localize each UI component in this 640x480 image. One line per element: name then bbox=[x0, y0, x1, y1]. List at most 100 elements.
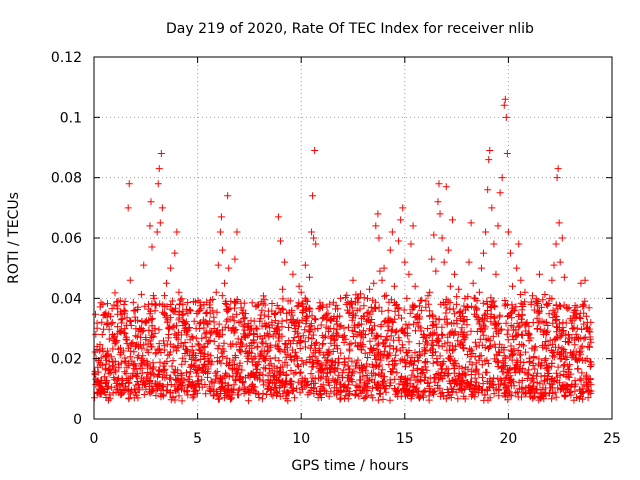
data-point bbox=[281, 258, 289, 266]
data-point bbox=[552, 240, 560, 248]
data-point bbox=[370, 279, 378, 287]
data-point bbox=[486, 147, 494, 155]
data-point bbox=[577, 279, 585, 287]
chart-title: Day 219 of 2020, Rate Of TEC Index for r… bbox=[166, 21, 534, 37]
data-point bbox=[501, 95, 509, 103]
data-point bbox=[485, 156, 493, 164]
data-point bbox=[555, 219, 563, 227]
data-point bbox=[477, 264, 485, 272]
background-noise-marks bbox=[91, 289, 595, 405]
data-point bbox=[217, 213, 225, 221]
data-point bbox=[426, 288, 434, 296]
data-point bbox=[504, 228, 512, 236]
data-point bbox=[438, 234, 446, 242]
data-point bbox=[233, 228, 241, 236]
x-axis-label: GPS time / hours bbox=[291, 458, 408, 474]
data-point bbox=[214, 261, 222, 269]
data-point bbox=[212, 288, 220, 296]
y-tick-label: 0.12 bbox=[51, 50, 82, 66]
data-point bbox=[440, 258, 448, 266]
data-point bbox=[297, 288, 305, 296]
data-point bbox=[163, 279, 171, 287]
data-point bbox=[556, 258, 564, 266]
data-point bbox=[126, 276, 134, 284]
data-point bbox=[436, 210, 444, 218]
data-point bbox=[465, 258, 473, 266]
data-point bbox=[444, 246, 452, 254]
data-point bbox=[455, 285, 463, 293]
data-point bbox=[521, 288, 529, 296]
data-point bbox=[305, 273, 313, 281]
data-point bbox=[553, 174, 561, 182]
data-point bbox=[469, 279, 477, 287]
data-point bbox=[488, 204, 496, 212]
data-point bbox=[498, 174, 506, 182]
data-point bbox=[309, 192, 317, 200]
data-point bbox=[376, 267, 384, 275]
data-point bbox=[451, 270, 459, 278]
data-point bbox=[375, 234, 383, 242]
data-point bbox=[349, 276, 357, 284]
data-point bbox=[542, 355, 550, 363]
data-point bbox=[366, 285, 374, 293]
data-point bbox=[407, 240, 415, 248]
data-point bbox=[411, 282, 419, 290]
x-tick-label: 20 bbox=[499, 431, 517, 447]
x-tick-label: 0 bbox=[90, 431, 99, 447]
data-point bbox=[146, 222, 154, 230]
data-point bbox=[515, 240, 523, 248]
data-point bbox=[221, 279, 229, 287]
data-point bbox=[417, 306, 425, 314]
data-point bbox=[125, 180, 133, 188]
y-axis-label: ROTI / TECUs bbox=[6, 192, 22, 284]
data-point bbox=[435, 180, 443, 188]
data-point bbox=[148, 243, 156, 251]
data-point bbox=[490, 240, 498, 248]
y-tick-label: 0.08 bbox=[51, 171, 82, 187]
data-point bbox=[134, 370, 142, 378]
data-point bbox=[147, 198, 155, 206]
data-point bbox=[513, 264, 521, 272]
data-point bbox=[558, 234, 566, 242]
data-point bbox=[374, 210, 382, 218]
data-point bbox=[517, 276, 525, 284]
data-point bbox=[492, 270, 500, 278]
data-point bbox=[100, 373, 108, 381]
data-point bbox=[409, 222, 417, 230]
data-point bbox=[535, 270, 543, 278]
data-point bbox=[274, 213, 282, 221]
data-point bbox=[442, 183, 450, 191]
y-tick-label: 0.04 bbox=[51, 291, 82, 307]
data-point bbox=[225, 264, 233, 272]
x-axis-ticks: 0 5 10 15 20 25 bbox=[90, 57, 621, 447]
data-point bbox=[231, 255, 239, 263]
data-point bbox=[316, 349, 324, 357]
data-point bbox=[372, 222, 380, 230]
data-point bbox=[276, 237, 284, 245]
data-point bbox=[494, 222, 502, 230]
data-point bbox=[312, 240, 320, 248]
data-point bbox=[364, 294, 372, 302]
data-point bbox=[509, 282, 517, 290]
data-point bbox=[121, 297, 129, 305]
data-point bbox=[560, 273, 568, 281]
data-point bbox=[384, 306, 392, 314]
data-point bbox=[482, 228, 490, 236]
data-point bbox=[138, 355, 146, 363]
y-tick-label: 0 bbox=[73, 412, 82, 428]
data-point bbox=[154, 180, 162, 188]
data-point bbox=[155, 165, 163, 173]
data-point bbox=[380, 264, 388, 272]
data-point bbox=[279, 285, 287, 293]
data-point bbox=[506, 249, 514, 257]
data-point bbox=[581, 276, 589, 284]
y-axis-ticks: 0 0.02 0.04 0.06 0.08 0.1 0.12 bbox=[51, 50, 612, 428]
data-point bbox=[347, 340, 355, 348]
data-point bbox=[531, 343, 539, 351]
y-tick-label: 0.02 bbox=[51, 352, 82, 368]
y-tick-label: 0.1 bbox=[60, 110, 82, 126]
data-point bbox=[216, 228, 224, 236]
data-point bbox=[496, 189, 504, 197]
data-point bbox=[467, 219, 475, 227]
data-point bbox=[434, 198, 442, 206]
